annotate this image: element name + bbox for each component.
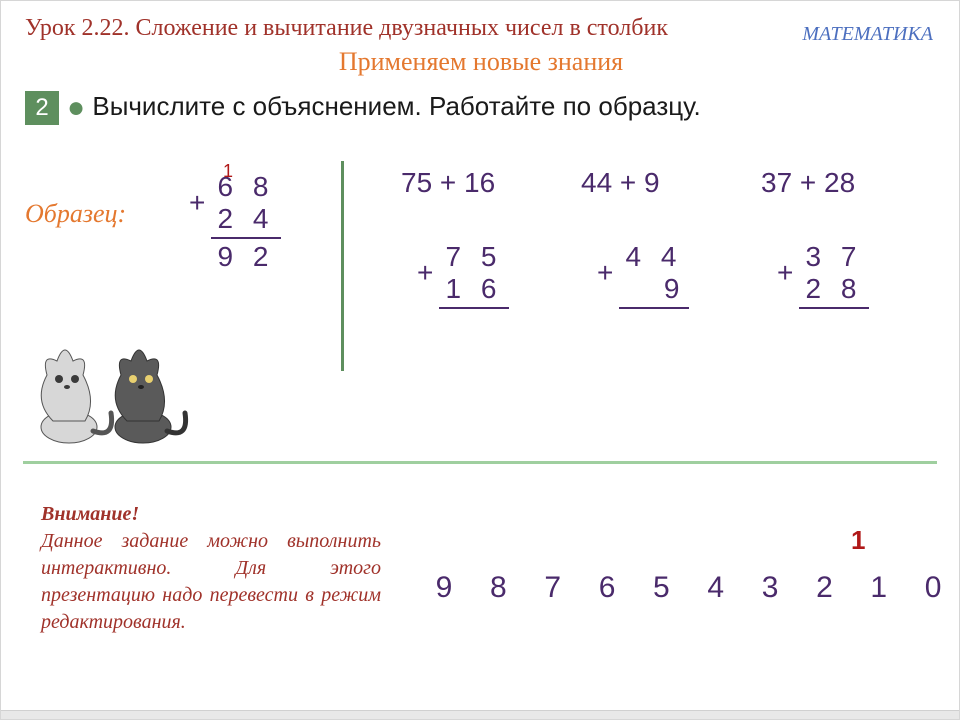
- addend-top: 4 4: [619, 241, 689, 273]
- plus-icon: +: [777, 257, 793, 289]
- digit-1[interactable]: 1: [856, 571, 902, 605]
- digits-bar: 9 8 7 6 5 4 3 2 1 0: [421, 571, 956, 605]
- digit-3[interactable]: 3: [747, 571, 793, 605]
- addend-bottom: 2 8: [799, 273, 869, 305]
- digit-4[interactable]: 4: [693, 571, 739, 605]
- example-label: Образец:: [25, 199, 126, 229]
- addend-top: 3 7: [799, 241, 869, 273]
- digit-0[interactable]: 0: [910, 571, 956, 605]
- subject-label: МАТЕМАТИКА: [802, 23, 933, 46]
- horizontal-separator: [23, 461, 937, 464]
- vertical-separator: [341, 161, 344, 371]
- subtitle: Применяем новые знания: [1, 47, 960, 77]
- digit-9[interactable]: 9: [421, 571, 467, 605]
- digit-5[interactable]: 5: [638, 571, 684, 605]
- addend-top: 7 5: [439, 241, 509, 273]
- addend-bottom: 2 4: [211, 203, 281, 235]
- cats-illustration: [23, 331, 193, 456]
- sum-rule: [211, 237, 281, 239]
- task-number-badge: 2: [25, 91, 59, 125]
- digit-6[interactable]: 6: [584, 571, 630, 605]
- sum-rule: [799, 307, 869, 309]
- draggable-carry-one[interactable]: 1: [851, 525, 865, 556]
- column-problem-1: + 7 5 1 6: [439, 241, 509, 311]
- inline-sum-1: 75 + 16: [401, 167, 495, 199]
- lesson-title: Урок 2.22. Сложение и вычитание двузначн…: [25, 15, 668, 42]
- attention-block: Внимание! Данное задание можно выполнить…: [41, 501, 381, 636]
- column-problem-3: + 3 7 2 8: [799, 241, 869, 311]
- attention-body: Данное задание можно выполнить интеракти…: [41, 530, 381, 633]
- bullet-icon: ●: [67, 91, 85, 124]
- task-instruction: Вычислите с объяснением. Работайте по об…: [92, 91, 700, 121]
- plus-icon: +: [189, 187, 205, 219]
- digit-8[interactable]: 8: [475, 571, 521, 605]
- digit-7[interactable]: 7: [530, 571, 576, 605]
- addend-bottom: 1 6: [439, 273, 509, 305]
- sum-rule: [619, 307, 689, 309]
- cats-icon: [23, 331, 193, 451]
- column-problem-2: + 4 4 9: [619, 241, 689, 311]
- addend-top: 6 8: [211, 171, 281, 203]
- example-column-sum: 1 + 6 8 2 4 9 2: [211, 171, 281, 273]
- task-text: ● Вычислите с объяснением. Работайте по …: [67, 91, 701, 125]
- digit-2[interactable]: 2: [801, 571, 847, 605]
- inline-sum-2: 44 + 9: [581, 167, 660, 199]
- addend-bottom: 9: [619, 273, 689, 305]
- sum-result: 9 2: [211, 241, 281, 273]
- bottom-bar: [1, 710, 959, 719]
- carry-digit: 1: [223, 161, 233, 182]
- inline-sum-3: 37 + 28: [761, 167, 855, 199]
- sum-rule: [439, 307, 509, 309]
- plus-icon: +: [597, 257, 613, 289]
- plus-icon: +: [417, 257, 433, 289]
- slide: Урок 2.22. Сложение и вычитание двузначн…: [0, 0, 960, 720]
- attention-heading: Внимание!: [41, 503, 139, 525]
